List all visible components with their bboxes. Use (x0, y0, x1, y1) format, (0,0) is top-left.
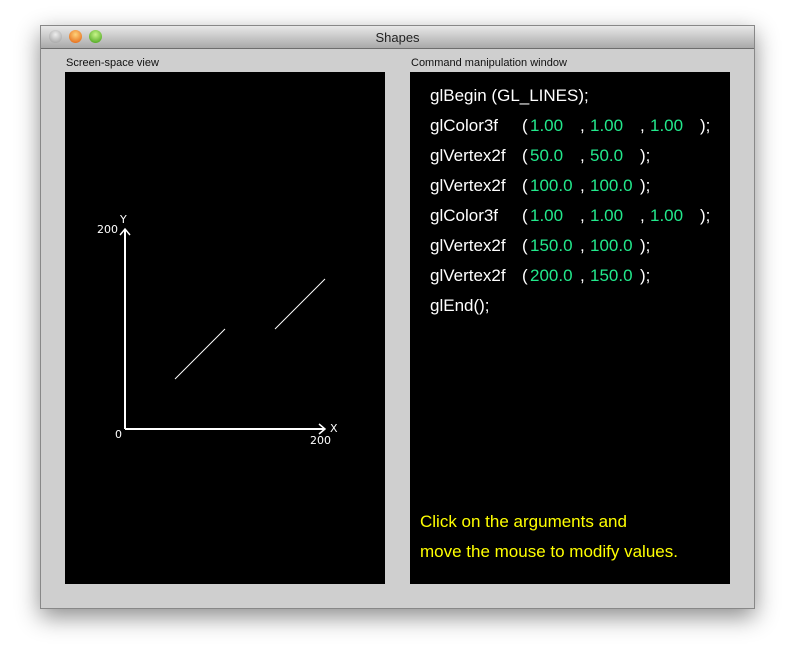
command-name: glVertex2f (430, 176, 506, 195)
argument-value[interactable]: 50.0 (590, 146, 624, 165)
argument-value[interactable]: 1.00 (590, 116, 624, 135)
zoom-button[interactable] (89, 30, 102, 43)
close-paren: ); (640, 176, 651, 195)
command-name: glBegin (GL_LINES); (430, 86, 589, 105)
argument-value[interactable]: 1.00 (530, 116, 564, 135)
comma: , (580, 206, 585, 225)
y-axis-label: Y (119, 213, 127, 226)
argument-value[interactable]: 50.0 (530, 146, 564, 165)
y-axis-arrow (119, 227, 131, 236)
command-name: glColor3f (430, 116, 499, 135)
argument-value[interactable]: 1.00 (650, 116, 684, 135)
argument-value[interactable]: 100.0 (590, 176, 633, 195)
x-axis-label: X (330, 422, 338, 435)
plot-canvas: Y 200 X 200 0 (97, 213, 338, 447)
close-paren: ); (640, 236, 651, 255)
x-max-label: 200 (310, 434, 331, 447)
hint-line-2: move the mouse to modify values. (420, 542, 678, 561)
title-bar[interactable]: Shapes (41, 26, 754, 49)
close-paren: ); (640, 266, 651, 285)
command-name: glColor3f (430, 206, 499, 225)
comma: , (580, 236, 585, 255)
comma: , (580, 176, 585, 195)
open-paren: ( (522, 206, 528, 225)
argument-value[interactable]: 1.00 (530, 206, 564, 225)
screen-space-view: Y 200 X 200 0 (65, 72, 385, 584)
comma: , (640, 116, 645, 135)
argument-value[interactable]: 200.0 (530, 266, 573, 285)
hint-line-1: Click on the arguments and (420, 512, 627, 531)
argument-value[interactable]: 150.0 (530, 236, 573, 255)
argument-value[interactable]: 100.0 (590, 236, 633, 255)
command-name: glEnd(); (430, 296, 490, 315)
minimize-button[interactable] (69, 30, 82, 43)
argument-value[interactable]: 100.0 (530, 176, 573, 195)
close-paren: ); (700, 206, 711, 225)
open-paren: ( (522, 176, 528, 195)
comma: , (580, 146, 585, 165)
command-name: glVertex2f (430, 146, 506, 165)
open-paren: ( (522, 236, 528, 255)
open-paren: ( (522, 146, 528, 165)
x-axis-arrow (318, 423, 327, 435)
line-segment (274, 278, 326, 330)
comma: , (640, 206, 645, 225)
y-max-label: 200 (97, 223, 118, 236)
command-manipulation-window: glBegin (GL_LINES); glColor3f (1.00, 1.00, 1… (410, 72, 730, 584)
comma: , (580, 116, 585, 135)
command-name: glVertex2f (430, 236, 506, 255)
open-paren: ( (522, 116, 528, 135)
argument-value[interactable]: 150.0 (590, 266, 633, 285)
argument-value[interactable]: 1.00 (650, 206, 684, 225)
origin-label: 0 (115, 428, 122, 441)
open-paren: ( (522, 266, 528, 285)
command-name: glVertex2f (430, 266, 506, 285)
argument-value[interactable]: 1.00 (590, 206, 624, 225)
shapes-window: Shapes Screen-space view Command manipul… (40, 25, 755, 609)
window-title: Shapes (375, 30, 420, 45)
line-segment (174, 328, 226, 380)
close-button[interactable] (49, 30, 62, 43)
close-paren: ); (640, 146, 651, 165)
comma: , (580, 266, 585, 285)
screen-space-label: Screen-space view (66, 57, 159, 69)
command-window-label: Command manipulation window (411, 57, 567, 69)
close-paren: ); (700, 116, 711, 135)
